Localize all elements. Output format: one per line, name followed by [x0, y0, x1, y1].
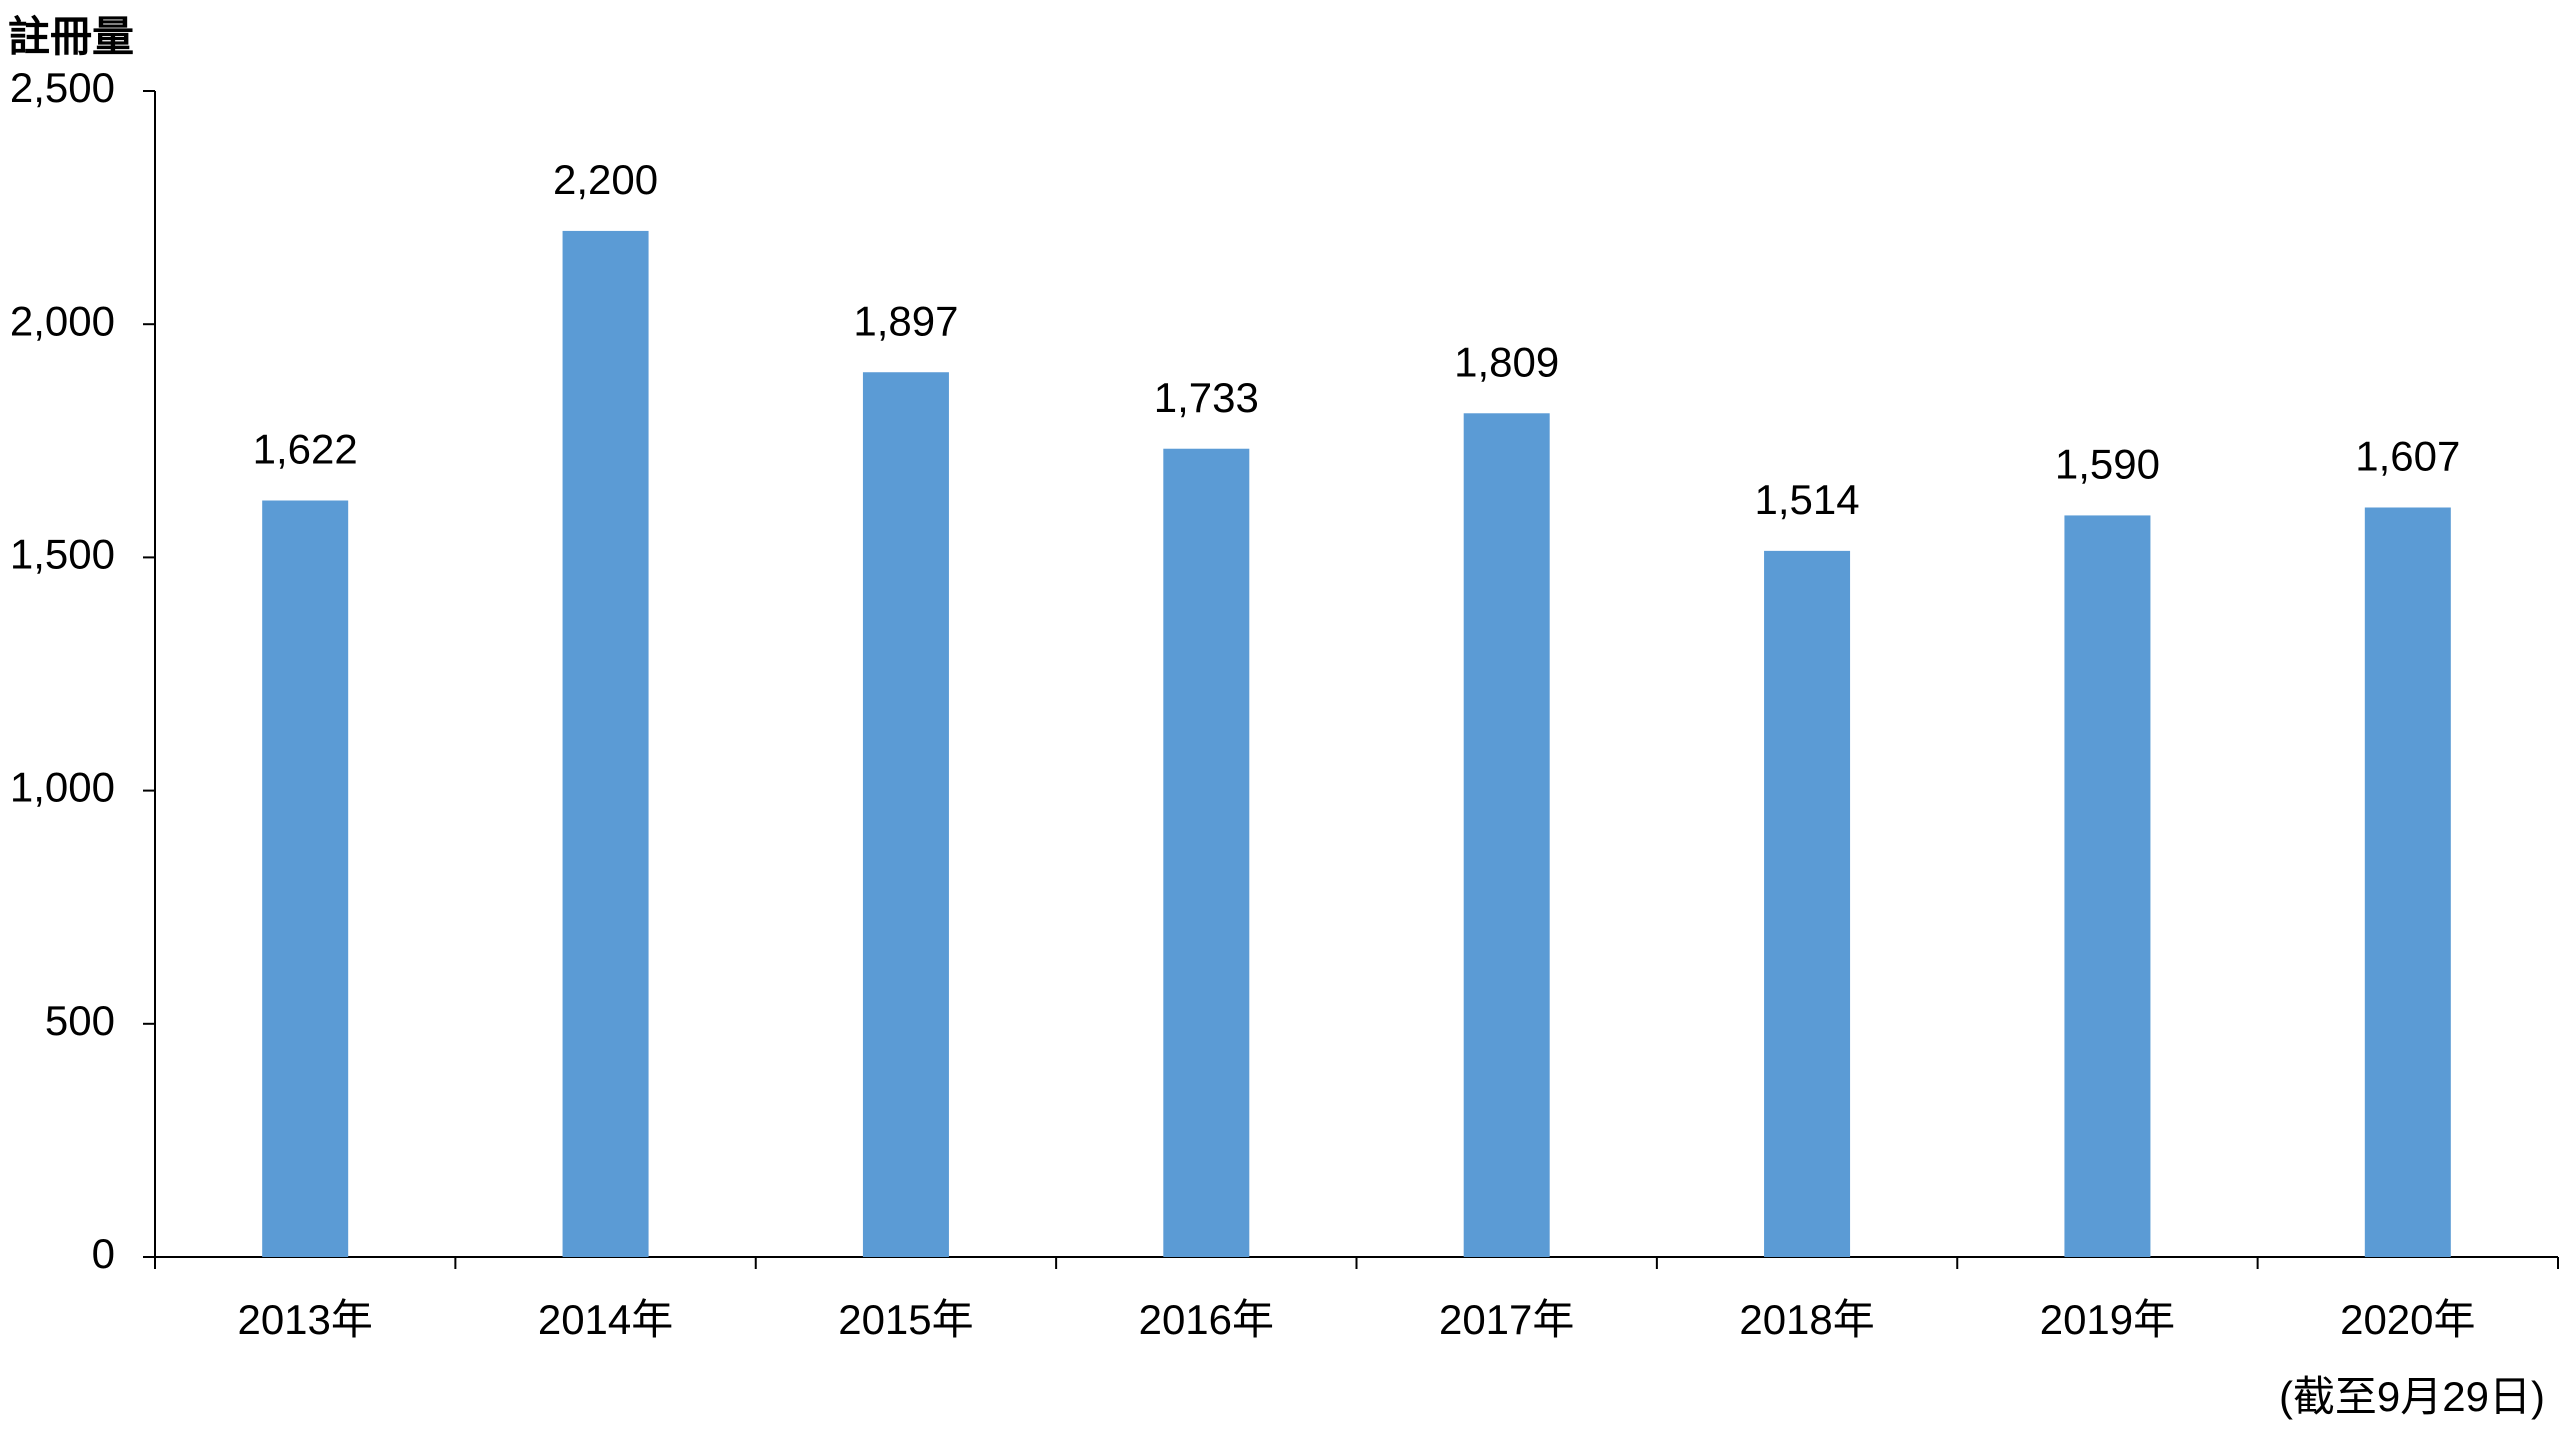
x-tick-label: 2017年	[1439, 1296, 1574, 1343]
y-tick-label: 2,500	[10, 64, 115, 111]
bar	[262, 500, 349, 1257]
annotation: (截至9月29日)	[2279, 1373, 2545, 1420]
value-label: 1,897	[853, 297, 958, 344]
value-label: 1,514	[1755, 476, 1860, 523]
y-tick-label: 1,500	[10, 530, 115, 577]
x-tick-label: 2013年	[237, 1296, 372, 1343]
x-tick-label: 2018年	[1739, 1296, 1874, 1343]
y-axis-label: 註冊量	[8, 13, 134, 60]
value-label: 1,590	[2055, 441, 2160, 488]
value-label: 1,733	[1154, 374, 1259, 421]
y-tick-label: 2,000	[10, 297, 115, 344]
bar	[1463, 413, 1550, 1257]
x-tick-label: 2016年	[1139, 1296, 1274, 1343]
y-tick-label: 1,000	[10, 764, 115, 811]
y-tick-label: 0	[92, 1230, 115, 1277]
bar	[2364, 507, 2451, 1257]
value-label: 1,607	[2355, 433, 2460, 480]
y-tick-label: 500	[45, 997, 115, 1044]
bar	[2064, 515, 2151, 1257]
bar	[1764, 550, 1851, 1257]
value-label: 1,809	[1454, 338, 1559, 385]
bar	[862, 372, 949, 1257]
x-tick-label: 2020年	[2340, 1296, 2475, 1343]
x-tick-label: 2015年	[838, 1296, 973, 1343]
value-label: 2,200	[553, 156, 658, 203]
bar	[1163, 448, 1250, 1258]
bar	[562, 230, 649, 1257]
x-tick-label: 2014年	[538, 1296, 673, 1343]
x-tick-label: 2019年	[2040, 1296, 2175, 1343]
value-label: 1,622	[253, 426, 358, 473]
